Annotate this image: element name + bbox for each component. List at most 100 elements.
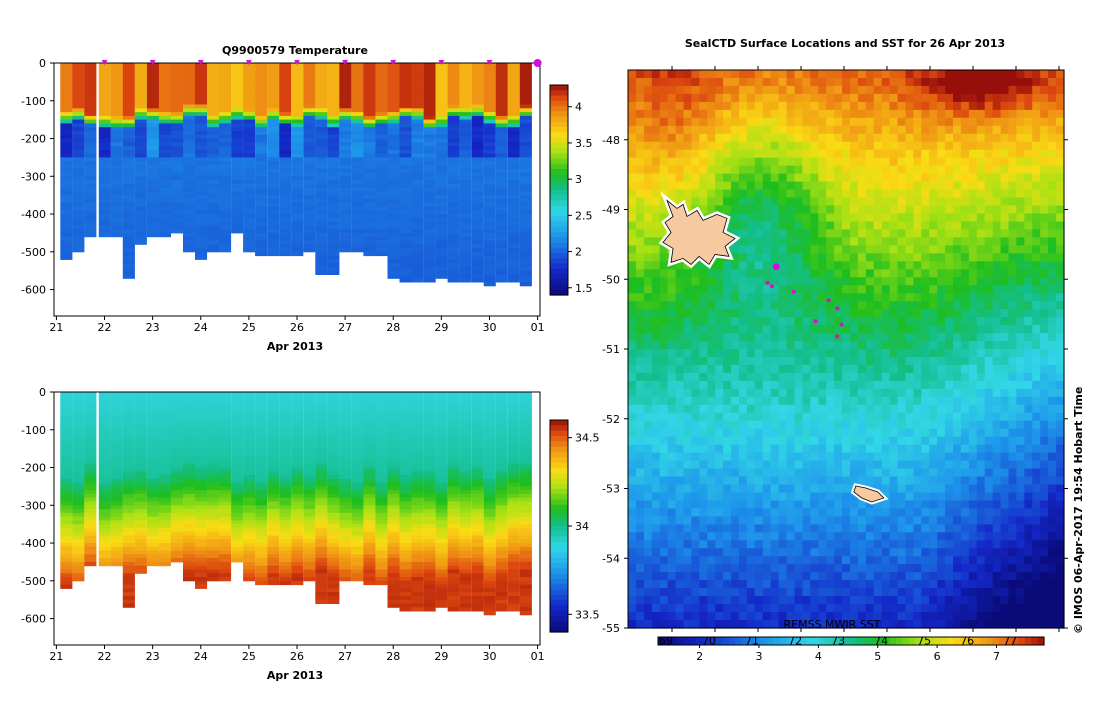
sst-cell [1024,86,1033,95]
salinity-cell [171,437,183,441]
sst-cell [747,94,756,103]
sst-cell [763,118,772,127]
salinity-cell [351,441,363,445]
temperature-cell [159,93,171,97]
temperature-cell [400,93,412,97]
sst-cell [684,102,693,111]
sst-cell [834,134,843,143]
temperature-cell [84,127,96,131]
salinity-cell [147,505,159,509]
salinity-cell [327,600,339,604]
salinity-cell [72,558,84,562]
salinity-cell [339,543,351,547]
salinity-cell [279,430,291,434]
salinity-cell [448,475,460,479]
temperature-cell [436,191,448,195]
temperature-cell [508,214,520,218]
temperature-cell [339,184,351,188]
temperature-cell [484,180,496,184]
salinity-cell [279,468,291,472]
salinity-cell [508,498,520,502]
salinity-cell [508,505,520,509]
salinity-cell [400,479,412,483]
salinity-cell [255,558,267,562]
salinity-cell [135,543,147,547]
salinity-cell [496,464,508,468]
sst-cell [866,94,875,103]
sst-cell [937,150,946,159]
temperature-cell [159,63,171,67]
salinity-cell [243,452,255,456]
temperature-cell [327,214,339,218]
salinity-cell [375,483,387,487]
salinity-cell [436,551,448,555]
salinity-cell [147,396,159,400]
temperature-cell [219,123,231,127]
salinity-cell [448,434,460,438]
salinity-cell [231,520,243,524]
temperature-cell [291,116,303,120]
salinity-cell [231,400,243,404]
salinity-cell [363,547,375,551]
salinity-cell [291,551,303,555]
salinity-cell [388,441,400,445]
sst-cell [1048,78,1057,87]
temperature-cell [183,214,195,218]
salinity-cell [183,513,195,517]
temperature-cell [123,271,135,275]
temperature-cell [243,93,255,97]
temperature-cell [472,252,484,256]
temperature-cell [291,89,303,93]
temperature-cell [424,150,436,154]
temperature-cell [84,131,96,135]
salinity-cell [520,551,532,555]
temperature-cell [303,229,315,233]
salinity-cell [363,445,375,449]
salinity-cell [496,581,508,585]
salinity-cell [460,532,472,536]
temperature-cell [484,108,496,112]
salinity-cell [171,524,183,528]
salinity-cell [99,445,111,449]
salinity-cell [291,539,303,543]
temperature-cell [219,146,231,150]
temperature-cell [351,207,363,211]
temperature-cell [460,101,472,105]
salinity-cell [84,468,96,472]
salinity-cell [60,479,72,483]
temperature-cell [388,82,400,86]
salinity-cell [183,426,195,430]
salinity-cell [351,547,363,551]
temperature-cell [135,78,147,82]
temperature-cell [267,184,279,188]
temperature-cell [84,218,96,222]
temperature-cell [267,101,279,105]
temperature-cell [424,116,436,120]
salinity-cell [279,483,291,487]
sst-cell [985,158,994,167]
salinity-cell [472,464,484,468]
temperature-cell [400,218,412,222]
temperature-cell [255,82,267,86]
temperature-cell [484,256,496,260]
salinity-cell [195,494,207,498]
temperature-cell [484,241,496,245]
temperature-cell [436,203,448,207]
salinity-cell [219,415,231,419]
temperature-cell [183,233,195,237]
salinity-cell [219,513,231,517]
salinity-cell [111,392,123,396]
salinity-cell [255,502,267,506]
sst-cell [691,142,700,151]
salinity-cell [159,418,171,422]
temperature-cell [147,165,159,169]
temperature-cell [508,244,520,248]
sst-cell [684,70,693,79]
temperature-cell [303,248,315,252]
temperature-cell [315,97,327,101]
sst-cell [707,166,716,175]
salinity-cell [291,566,303,570]
sst-cell [1024,134,1033,143]
salinity-cell [400,577,412,581]
sst-cell [668,118,677,127]
